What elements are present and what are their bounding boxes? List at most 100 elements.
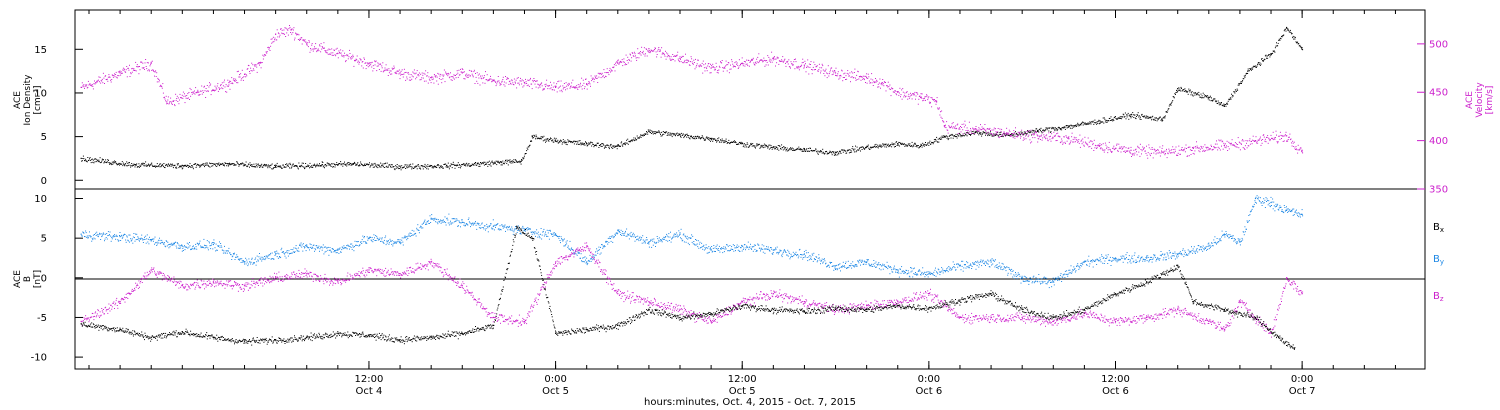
velocity-sample (732, 63, 734, 65)
velocity-sample (1164, 154, 1166, 156)
ion-density-sample (723, 142, 725, 144)
velocity-sample (769, 58, 771, 60)
ion-density-sample (576, 143, 578, 145)
velocity-sample (103, 77, 105, 79)
by-point (212, 243, 214, 246)
velocity-sample (541, 85, 543, 87)
velocity-sample (250, 70, 252, 72)
velocity-sample (1032, 137, 1034, 139)
ion-density-sample (699, 137, 701, 139)
velocity-sample (915, 95, 917, 97)
velocity-sample (413, 69, 415, 71)
ion-density-sample (573, 143, 575, 145)
velocity-sample (1025, 135, 1026, 137)
velocity-sample (216, 88, 218, 90)
ion-density-sample (102, 159, 104, 161)
ion-density-sample (581, 143, 583, 145)
by-sample (86, 235, 88, 237)
ion-density-sample (1112, 118, 1114, 120)
ion-density-sample (1206, 96, 1207, 98)
velocity-sample (398, 69, 400, 71)
ion-density-sample (1028, 131, 1030, 133)
by-sample (196, 248, 198, 250)
velocity-sample (902, 91, 904, 93)
velocity-sample (188, 92, 190, 93)
ion-density-sample (105, 159, 107, 161)
ion-density-sample (540, 137, 541, 139)
ion-density-sample (1015, 131, 1016, 133)
velocity-sample (1134, 152, 1136, 154)
velocity-sample (1265, 141, 1267, 143)
by-sample (195, 246, 197, 248)
ion-density-sample (703, 138, 705, 140)
velocity-sample (625, 54, 627, 56)
ion-density-sample (1153, 119, 1155, 121)
velocity-sample (563, 83, 565, 84)
ion-density-sample (1161, 118, 1162, 120)
by-sample (335, 249, 337, 251)
velocity-sample (1173, 152, 1175, 154)
by-sample (261, 260, 263, 262)
velocity-sample (327, 53, 329, 55)
ion-density-sample (1030, 131, 1031, 133)
velocity-sample (205, 88, 207, 89)
ion-density-sample (1264, 55, 1266, 57)
ion-density-sample (874, 144, 876, 146)
velocity-sample (806, 65, 808, 67)
by-point (586, 261, 588, 263)
velocity-sample (467, 76, 469, 78)
velocity-sample (813, 61, 815, 63)
velocity-sample (443, 69, 445, 71)
ion-density-sample (981, 135, 983, 137)
ion-density-sample (200, 166, 202, 168)
velocity-sample (254, 65, 256, 67)
ion-density-sample (1217, 100, 1219, 102)
velocity-sample (386, 68, 388, 70)
velocity-sample (837, 73, 839, 75)
velocity-sample (594, 75, 596, 77)
ion-density-sample (220, 164, 222, 165)
by-sample (125, 241, 127, 243)
velocity-sample (1275, 130, 1277, 132)
ion-density-sample (204, 163, 206, 165)
by-sample (184, 245, 185, 247)
velocity-sample (1151, 147, 1153, 148)
ion-density-sample (496, 164, 498, 166)
ion-density-sample (727, 142, 729, 144)
velocity-sample (1101, 144, 1103, 146)
by-sample (96, 231, 98, 233)
ion-density-sample (1281, 36, 1283, 38)
ion-density-sample (135, 164, 137, 166)
by-sample (244, 261, 246, 263)
velocity-sample (1031, 141, 1033, 143)
velocity-sample (460, 68, 461, 70)
ion-density-sample (457, 165, 459, 166)
velocity-sample (708, 63, 710, 64)
ion-density-sample (1064, 127, 1066, 128)
ion-density-sample (463, 164, 465, 166)
ion-density-sample (392, 166, 394, 168)
by-sample (320, 246, 322, 248)
velocity-sample (915, 98, 916, 100)
ion-density-sample (658, 130, 660, 132)
velocity-sample (516, 87, 518, 89)
velocity-sample (748, 65, 750, 67)
velocity-sample (1132, 153, 1134, 155)
ion-density-sample (248, 163, 250, 165)
velocity-sample (1214, 147, 1216, 149)
ion-density-sample (946, 137, 948, 139)
velocity-sample (1093, 139, 1095, 141)
ion-density-sample (773, 148, 775, 150)
by-sample (309, 249, 310, 251)
ion-density-sample (82, 155, 84, 157)
by-sample (218, 245, 220, 247)
ion-density-sample (153, 165, 155, 167)
velocity-sample (503, 81, 505, 83)
velocity-sample (163, 97, 165, 99)
ion-density-sample (1094, 122, 1096, 124)
velocity-sample (175, 93, 177, 95)
by-sample (140, 238, 142, 240)
velocity-sample (181, 97, 183, 99)
velocity-sample (537, 87, 539, 89)
velocity-sample (1054, 134, 1056, 136)
